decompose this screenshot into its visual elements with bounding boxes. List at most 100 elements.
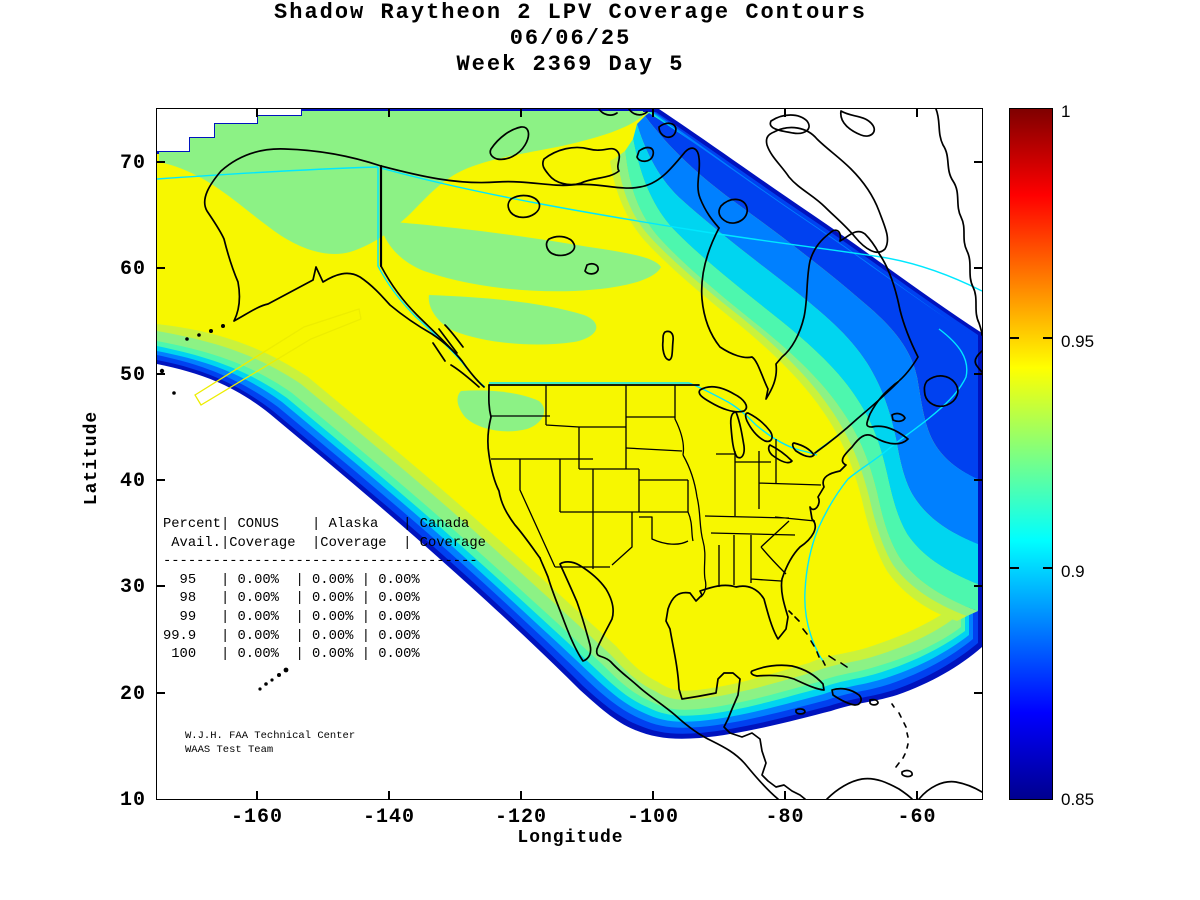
alaska-coast (204, 148, 464, 363)
y-axis-tick (157, 373, 166, 375)
hawaii-dot (277, 673, 282, 678)
green-patch-top (159, 111, 644, 255)
colorbar-tick (1010, 567, 1020, 569)
availability-table-divider: -------------------------------------- (163, 554, 478, 570)
us-west-coast (487, 384, 542, 560)
coverage-map (157, 109, 983, 800)
availability-table-header: Percent| CONUS | Alaska | Canada (163, 517, 470, 532)
east-coast (665, 254, 920, 800)
x-axis-tick (388, 791, 390, 800)
lesser-antilles-dashes (891, 703, 910, 769)
st-lawrence-river (814, 381, 900, 455)
x-axis-tick-top (916, 109, 918, 118)
x-axis-tick-top (388, 109, 390, 118)
y-axis-label: Latitude (82, 410, 102, 506)
y-axis-tick-right (974, 479, 983, 481)
x-axis-tick (256, 791, 258, 800)
title-block: Shadow Raytheon 2 LPV Coverage Contours … (158, 0, 983, 78)
green-patch-bc (457, 390, 545, 432)
y-axis-tick-right (974, 692, 983, 694)
baffin-island (766, 127, 889, 254)
x-tick-label: -100 (626, 806, 679, 829)
hawaii-dot (284, 668, 289, 673)
aleutian-dot (197, 333, 202, 338)
colorbar-tick-label: 0.9 (1061, 562, 1085, 581)
hawaii-dot (270, 678, 275, 683)
bc-panhandle-coast (380, 265, 486, 389)
y-axis-tick (157, 267, 166, 269)
x-tick-label: -160 (230, 806, 283, 829)
availability-table-header: Avail.|Coverage |Coverage | Coverage (163, 535, 486, 551)
y-axis-tick-right (974, 161, 983, 163)
chart-week-day: Week 2369 Day 5 (456, 52, 685, 77)
y-axis-tick-right (974, 373, 983, 375)
lake-michigan (730, 411, 746, 459)
central-state-lines (611, 385, 707, 598)
victoria-island (542, 147, 621, 186)
southampton-island (718, 199, 749, 225)
colorbar-tick (1043, 567, 1053, 569)
banks-island (489, 126, 530, 161)
green-patch-lower (429, 295, 597, 345)
strip-azure (637, 116, 979, 545)
y-tick-label: 40 (119, 470, 146, 493)
hawaii-dot (264, 682, 269, 687)
availability-table: Percent| CONUS | Alaska | Canada Avail.|… (163, 516, 486, 665)
credit-block: W.J.H. FAA Technical Center WAAS Test Te… (185, 730, 355, 757)
lake-erie (768, 444, 794, 464)
x-axis-tick-top (256, 109, 258, 118)
x-axis-tick-top (520, 109, 522, 118)
y-axis-tick (157, 585, 166, 587)
aleutian-dot (160, 369, 165, 374)
availability-table-row: 95 | 0.00% | 0.00% | 0.00% (163, 572, 420, 588)
y-axis-tick (157, 479, 166, 481)
hudson-bay-coast (701, 227, 882, 401)
colorbar (1009, 108, 1054, 801)
y-axis-tick (157, 161, 166, 163)
hawaii-dot (258, 687, 263, 692)
colorbar-tick-label: 1 (1061, 102, 1071, 121)
aleutian-dot (221, 324, 226, 329)
canada-lakes (507, 195, 675, 362)
lake-superior (698, 386, 748, 413)
coastlines (204, 109, 983, 800)
y-tick-label: 20 (119, 683, 146, 706)
ne-pocket-strips (610, 113, 979, 622)
island-dots (160, 324, 289, 692)
cuba-hispaniola (750, 664, 880, 716)
aleutian-dot (172, 391, 177, 396)
plot-area (156, 108, 984, 801)
availability-table-row: 98 | 0.00% | 0.00% | 0.00% (163, 591, 420, 607)
x-tick-label: -80 (765, 806, 805, 829)
arctic-coast (380, 147, 721, 230)
y-axis-tick-right (974, 585, 983, 587)
south-america-coast (826, 770, 983, 800)
bahamas-dashes (788, 610, 849, 669)
credit-line-team: WAAS Test Team (185, 743, 274, 756)
small-arctic-islands (598, 109, 678, 163)
y-tick-label: 70 (119, 152, 146, 175)
x-axis-tick (520, 791, 522, 800)
x-axis-tick (916, 791, 918, 800)
colorbar-tick (1010, 337, 1020, 339)
x-axis-tick-top (784, 109, 786, 118)
y-tick-label: 10 (119, 789, 146, 812)
x-axis-label: Longitude (517, 828, 624, 848)
chart-date: 06/06/25 (509, 26, 632, 51)
strip-aqua (625, 139, 979, 612)
x-tick-label: -60 (897, 806, 937, 829)
western-state-lines (490, 385, 641, 570)
devon-ellesmere-islands (769, 110, 876, 138)
state-borders (490, 385, 822, 598)
greenland-coast (935, 109, 983, 374)
credit-line-org: W.J.H. FAA Technical Center (185, 730, 356, 742)
x-axis-tick (784, 791, 786, 800)
strip-cyan (633, 124, 979, 585)
aleutian-dot (209, 329, 214, 334)
availability-table-row: 99.9 | 0.00% | 0.00% | 0.00% (163, 628, 420, 644)
y-tick-label: 60 (119, 258, 146, 281)
colorbar-tick-label: 0.95 (1061, 332, 1095, 351)
boundary-line-north (381, 167, 983, 293)
eastern-state-lines (705, 439, 822, 588)
y-axis-tick (157, 692, 166, 694)
